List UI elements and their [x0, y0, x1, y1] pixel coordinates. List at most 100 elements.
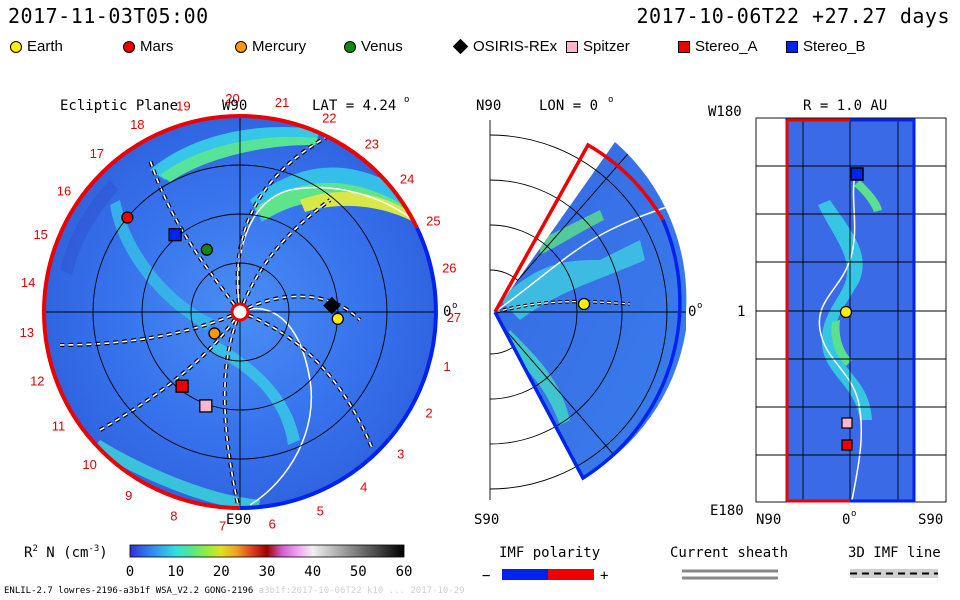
object-legend: Earth Mars Mercury Venus OSIRIS-REx Spitzer St… [10, 38, 910, 60]
carrington-tick-label: 14 [21, 275, 35, 290]
current-sheath-title: Current sheath [670, 545, 788, 561]
ecliptic-title: Ecliptic Plane [60, 98, 178, 114]
legend-circle-icon [10, 40, 22, 53]
ecliptic-mercury-marker [208, 327, 221, 340]
carrington-tick-label: 25 [426, 213, 440, 228]
meridional-bottom-label: S90 [474, 512, 499, 528]
colorbar-tick-label: 10 [167, 564, 184, 580]
latlon-top-label: W180 [708, 104, 742, 120]
carrington-tick-label: 23 [365, 136, 379, 151]
legend-item-earth: Earth [10, 38, 63, 55]
ecliptic-venus-marker [200, 243, 214, 256]
legend-item-venus: Venus [344, 38, 403, 55]
carrington-tick-label: 22 [322, 111, 336, 126]
latlon-stereo-b-marker [850, 167, 864, 181]
legend-label: Mercury [252, 38, 307, 55]
imf-negative-swatch [502, 569, 548, 580]
carrington-tick-label: 17 [90, 146, 104, 161]
carrington-tick-label: 18 [130, 117, 144, 132]
imf-polarity-legend: IMF polarity − + [482, 545, 608, 584]
imf-plus: + [600, 568, 608, 584]
legend-label: Stereo_A [695, 38, 758, 55]
legend-item-spitzer: Spitzer [566, 38, 630, 55]
run-time-label: 2017-10-06T22 +27.27 days [636, 4, 950, 28]
ecliptic-stereo-b-marker [168, 228, 182, 242]
legend-label: Spitzer [583, 38, 630, 55]
colorbar-tick-label: 20 [213, 564, 230, 580]
carrington-tick-label: 8 [170, 509, 177, 524]
rim-positive [42, 114, 241, 510]
carrington-tick-label: 15 [33, 227, 47, 242]
lat-label: LAT = 4.24 [312, 98, 396, 114]
ecliptic-bottom-label: E90 [226, 512, 251, 528]
carrington-tick-label: 6 [269, 517, 276, 532]
carrington-tick-label: 1 [443, 359, 450, 374]
colorbar: 0 10 20 30 40 50 60 R2 N (cm-3) [24, 544, 412, 580]
lat-degree: o [404, 95, 409, 105]
meridional-right-label: 0 [688, 304, 696, 320]
carrington-tick-label: 5 [317, 503, 324, 518]
ecliptic-stereo-a-marker [175, 379, 189, 393]
carrington-tick-label: 4 [360, 480, 367, 495]
legend-label: Earth [27, 38, 63, 55]
lon-degree: o [608, 95, 613, 105]
carrington-tick-label: 24 [400, 171, 414, 186]
meridional-right-degree: o [697, 301, 702, 311]
colorbar-label: R2 N (cm-3) [24, 544, 108, 561]
carrington-tick-label: 16 [57, 183, 71, 198]
meridional-rim-negative [493, 219, 682, 481]
carrington-ticks: 20 21222324252627123456789101112131415161… [20, 91, 461, 533]
colorbar-tick-label: 40 [304, 564, 321, 580]
imf-line-legend: 3D IMF line [848, 545, 941, 578]
latlon-stereo-a-marker [841, 439, 853, 451]
ecliptic-right-label: 0 [443, 304, 451, 320]
rim-negative [239, 227, 438, 510]
meridional-earth-marker [577, 297, 591, 311]
carrington-tick-label: 13 [20, 325, 34, 340]
colorbar-tick-label: 0 [126, 564, 134, 580]
legend-circle-icon [123, 40, 135, 53]
carrington-tick-label: 11 [52, 418, 66, 433]
imf-line-title: 3D IMF line [848, 545, 941, 561]
carrington-tick-label: 20 [225, 91, 239, 106]
meridional-plane-panel: N90 S90 0 o LON = 0 o [474, 95, 702, 528]
ecliptic-right-degree: o [452, 301, 457, 311]
legend-item-mars: Mars [123, 38, 173, 55]
latlon-panel: W180 E180 1 R = 1.0 AU N90 0 o S90 [708, 98, 947, 528]
carrington-tick-label: 19 [176, 99, 190, 114]
carrington-tick-label: 9 [125, 488, 132, 503]
latlon-x-s90: S90 [918, 512, 943, 528]
imf-positive-swatch [548, 569, 594, 580]
ecliptic-spitzer-marker [199, 399, 213, 413]
ecliptic-mars-marker [121, 211, 134, 224]
legend-label: Mars [140, 38, 174, 55]
legend-label: OSIRIS-REx [473, 38, 558, 55]
legend-label: Venus [361, 38, 403, 55]
current-sheath-legend: Current sheath [670, 545, 788, 580]
latlon-earth-marker [839, 305, 853, 319]
legend-item-mercury: Mercury [235, 38, 306, 55]
latlon-r-label: R = 1.0 AU [803, 98, 887, 114]
latlon-bottom-label: E180 [710, 503, 744, 519]
carrington-tick-label: 12 [30, 374, 44, 389]
legend-square-icon [566, 40, 578, 53]
latlon-x-degree: o [851, 509, 856, 519]
footer-faint-text: a3b1f:2017-10-06T22 k10 ... 2017-10-29 [258, 586, 465, 596]
colorbar-tick-label: 50 [350, 564, 367, 580]
lon-label: LON = 0 [539, 98, 598, 114]
model-footer: ENLIL-2.7 lowres-2196-a3b1f WSA_V2.2 GON… [4, 586, 465, 596]
footer-text: ENLIL-2.7 lowres-2196-a3b1f WSA_V2.2 GON… [4, 586, 254, 596]
ecliptic-top-label: W90 [222, 98, 247, 114]
colorbar-strip [129, 544, 405, 558]
carrington-tick-label: 2 [425, 406, 432, 421]
carrington-tick-label: 10 [82, 457, 96, 472]
meridional-top-label: N90 [476, 98, 501, 114]
legend-square-icon [678, 40, 690, 53]
legend-item-stereo-b: Stereo_B [786, 38, 866, 55]
colorbar-tick-label: 60 [396, 564, 413, 580]
carrington-tick-label: 7 [219, 518, 226, 533]
colorbar-tick-label: 30 [259, 564, 276, 580]
meridional-rim-positive [493, 142, 665, 313]
